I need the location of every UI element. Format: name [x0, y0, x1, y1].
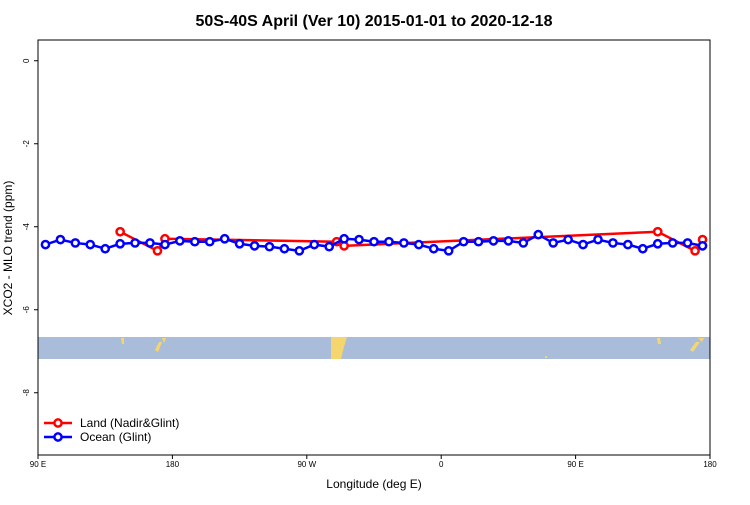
data-point: [100, 243, 111, 254]
data-point: [608, 238, 618, 248]
y-tick-label: -6: [22, 306, 31, 314]
data-point: [294, 245, 305, 256]
map-strip: [38, 337, 710, 359]
data-point: [85, 239, 96, 250]
data-point: [652, 226, 663, 237]
data-point: [652, 238, 663, 249]
x-tick-label: 180: [166, 460, 180, 469]
chart-title: 50S-40S April (Ver 10) 2015-01-01 to 202…: [196, 13, 553, 30]
data-point: [369, 236, 379, 247]
data-point: [637, 243, 648, 254]
data-point: [563, 234, 573, 245]
data-point: [458, 236, 469, 247]
data-point: [339, 233, 349, 244]
data-point: [264, 241, 275, 252]
data-point: [593, 234, 603, 245]
legend-marker: [53, 418, 63, 428]
data-point: [399, 238, 409, 248]
data-point: [548, 238, 559, 248]
ocean-band: [38, 337, 710, 359]
data-point: [473, 236, 484, 247]
data-point: [690, 245, 700, 256]
data-point: [55, 234, 66, 245]
data-point: [175, 236, 185, 246]
y-tick-label: 0: [22, 58, 31, 63]
data-point: [219, 233, 230, 244]
data-point: [503, 236, 514, 246]
data-point: [279, 243, 290, 254]
data-point: [384, 236, 394, 247]
data-point: [428, 243, 439, 254]
data-point: [488, 236, 499, 246]
x-tick-label: 90 E: [30, 460, 46, 469]
y-tick-label: -2: [22, 140, 31, 148]
data-point: [70, 238, 81, 248]
data-point: [324, 241, 335, 252]
data-point: [189, 236, 200, 247]
y-tick-label: -8: [22, 389, 31, 397]
data-point: [533, 229, 544, 240]
data-point: [130, 238, 140, 248]
data-point: [234, 238, 245, 249]
data-point: [578, 239, 588, 250]
data-point: [40, 239, 51, 250]
data-point: [354, 234, 364, 245]
x-tick-label: 0: [439, 460, 444, 469]
y-axis-label: XCO2 - MLO trend (ppm): [1, 181, 15, 316]
data-point: [697, 240, 708, 251]
data-point: [115, 238, 125, 249]
legend-label: Land (Nadir&Glint): [80, 416, 179, 430]
plot-frame: [37, 39, 711, 456]
x-tick-label: 90 W: [297, 460, 316, 469]
data-point: [115, 226, 125, 237]
data-point: [152, 245, 163, 256]
data-point: [160, 239, 170, 250]
y-tick-label: -4: [22, 223, 31, 231]
data-point: [249, 240, 260, 251]
data-point: [443, 245, 454, 256]
data-point: [413, 239, 424, 250]
legend-label: Ocean (Glint): [80, 430, 151, 444]
x-axis-label: Longitude (deg E): [326, 477, 421, 491]
data-point: [145, 238, 155, 248]
data-point: [204, 236, 215, 247]
x-tick-label: 180: [703, 460, 717, 469]
data-point: [518, 238, 529, 248]
x-tick-label: 90 E: [567, 460, 583, 469]
data-point: [623, 239, 633, 250]
data-point: [667, 238, 678, 248]
data-point: [309, 239, 320, 250]
data-point: [682, 238, 693, 248]
legend-marker: [53, 432, 63, 442]
